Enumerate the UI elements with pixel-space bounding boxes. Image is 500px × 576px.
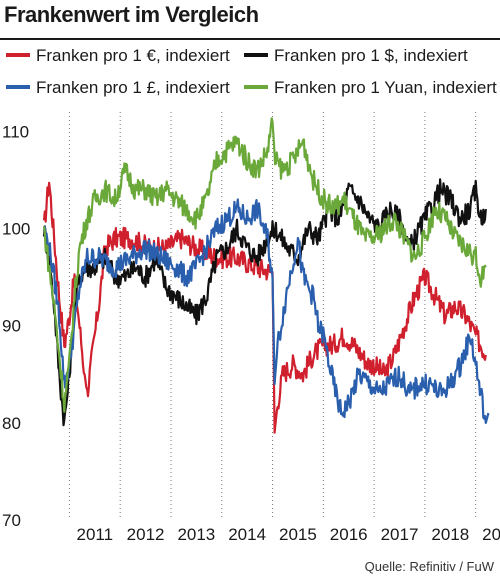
legend-label-euro: Franken pro 1 €, indexiert [36, 46, 230, 65]
legend-label-pound: Franken pro 1 £, indexiert [36, 78, 230, 97]
y-tick-label-110: 110 [2, 122, 29, 141]
x-tick-label-2012: 2012 [127, 525, 165, 544]
legend-label-dollar: Franken pro 1 $, indexiert [274, 46, 468, 65]
y-tick-label-100: 100 [2, 220, 30, 239]
series-line-0 [42, 181, 487, 434]
x-tick-label-2016: 2016 [330, 525, 368, 544]
legend-swatch-dollar [244, 52, 268, 57]
x-tick-label-2014: 2014 [228, 525, 266, 544]
x-tick-label-2011: 2011 [77, 525, 114, 544]
chart-title: Frankenwert im Vergleich [4, 2, 259, 27]
legend-entry-dollar: Franken pro 1 $, indexiert [244, 46, 468, 66]
legend-entry-euro: Franken pro 1 €, indexiert [6, 46, 230, 66]
legend-entry-pound: Franken pro 1 £, indexiert [6, 78, 230, 98]
x-tick-label-2013: 2013 [177, 525, 215, 544]
x-tick-label-2018: 2018 [431, 525, 469, 544]
legend-swatch-pound [6, 84, 30, 89]
x-tick-label-2019: 2019 [482, 525, 500, 544]
series-line-1 [42, 178, 487, 427]
series-line-2 [42, 198, 490, 424]
legend-label-yuan: Franken pro 1 Yuan, indexiert [274, 78, 497, 97]
x-tick-label-2015: 2015 [279, 525, 317, 544]
source-note: Quelle: Refinitiv / FuW [364, 559, 494, 574]
legend-swatch-yuan [244, 84, 268, 89]
y-tick-label-80: 80 [2, 414, 21, 433]
title-rule [0, 38, 500, 40]
y-tick-label-90: 90 [2, 317, 21, 336]
series-line-3 [42, 117, 487, 413]
x-tick-label-2017: 2017 [381, 525, 419, 544]
legend-entry-yuan: Franken pro 1 Yuan, indexiert [244, 78, 497, 98]
legend-swatch-euro [6, 52, 30, 57]
y-tick-label-70: 70 [2, 511, 21, 530]
